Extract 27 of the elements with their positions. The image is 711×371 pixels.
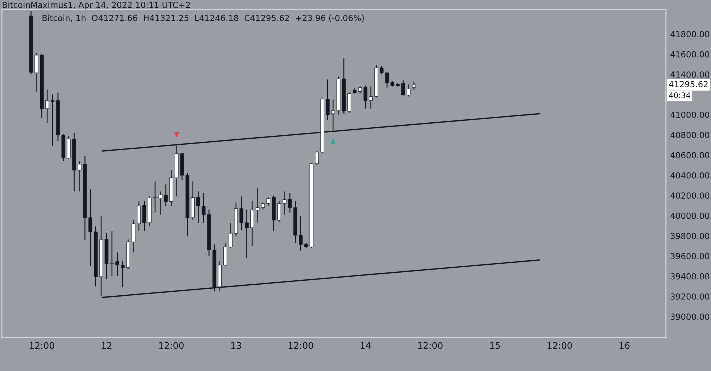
x-tick-label: 16 — [620, 342, 630, 350]
y-tick-label: 40000.00 — [670, 212, 710, 220]
y-tick-label: 41800.00 — [670, 31, 710, 38]
y-tick-label: 39800.00 — [670, 233, 710, 240]
x-tick-label: 12:00 — [159, 342, 184, 350]
text: BitcoinMaximus1, Apr 14, 2022 10:11 UTC+2 — [2, 2, 190, 10]
y-tick-label: 39200.00 — [670, 294, 710, 300]
y-tick-label: 39000.00 — [670, 314, 710, 320]
x-tick-label: 14 — [360, 342, 371, 350]
x-tick-label: 12:00 — [30, 342, 54, 350]
y-tick-label: 40600.00 — [670, 152, 710, 159]
y-tick-label: 41600.00 — [670, 51, 710, 58]
text: 41295.62 — [669, 81, 708, 88]
y-tick-label: 41400.00 — [670, 72, 710, 78]
y-tick-label: 40800.00 — [670, 132, 710, 138]
y-tick-label: 40200.00 — [670, 192, 710, 199]
text: Bitcoin, 1h O41271.66 H41321.25 L41246.18 C41295.62 +23.96 (-0.06%) — [42, 14, 364, 22]
y-tick-label: 41000.00 — [670, 112, 710, 118]
x-tick-label: 13 — [231, 342, 242, 350]
x-tick-label: 12 — [102, 342, 112, 350]
x-tick-label: 12:00 — [288, 342, 314, 350]
y-tick-label: 40400.00 — [670, 172, 710, 179]
x-tick-label: 15 — [490, 342, 500, 350]
y-tick-label: 39600.00 — [670, 253, 710, 260]
x-tick-label: 12:00 — [548, 342, 572, 350]
x-tick-label: 12:00 — [418, 342, 443, 350]
y-tick-label: 39400.00 — [670, 273, 710, 280]
